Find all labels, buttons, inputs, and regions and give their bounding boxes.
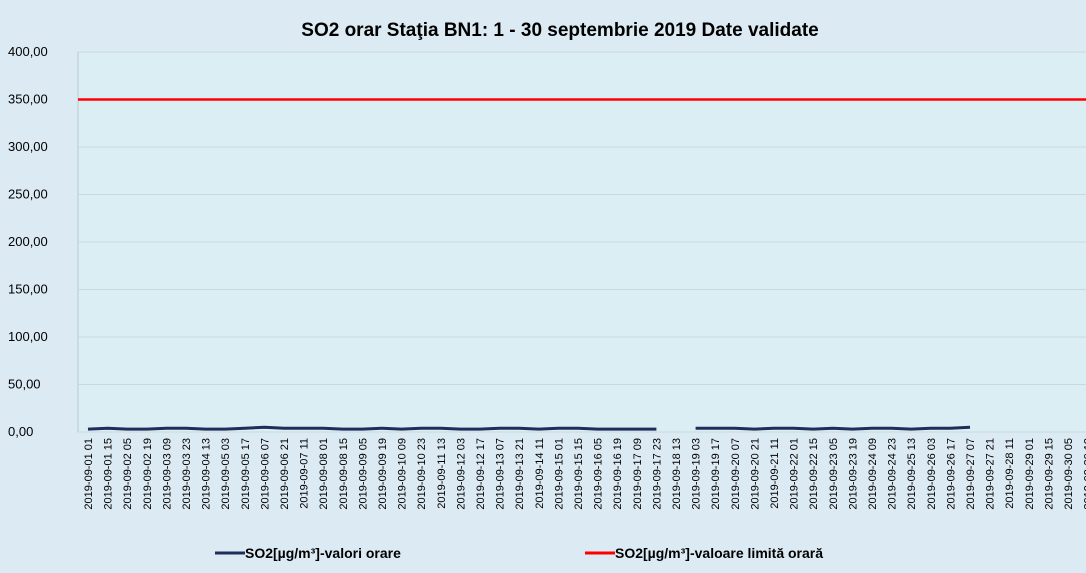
y-tick-label: 0,00: [8, 424, 33, 439]
x-tick-label: 2019-09-20 07: [730, 438, 742, 510]
x-tick-label: 2019-09-10 09: [397, 438, 409, 510]
y-tick-label: 250,00: [8, 187, 48, 202]
y-tick-label: 200,00: [8, 234, 48, 249]
x-tick-label: 2019-09-16 19: [612, 438, 624, 510]
y-tick-label: 150,00: [8, 282, 48, 297]
x-tick-label: 2019-09-19 17: [710, 438, 722, 510]
x-tick-label: 2019-09-03 23: [181, 438, 193, 510]
x-tick-label: 2019-09-26 03: [926, 438, 938, 510]
x-tick-label: 2019-09-09 19: [377, 438, 389, 510]
x-tick-label: 2019-09-06 07: [259, 438, 271, 510]
x-tick-label: 2019-09-27 07: [965, 438, 977, 510]
x-tick-label: 2019-09-11 13: [436, 438, 448, 509]
x-tick-label: 2019-09-06 21: [279, 438, 291, 510]
x-tick-label: 2019-09-23 05: [828, 438, 840, 510]
x-tick-label: 2019-09-20 21: [749, 438, 761, 510]
x-tick-label: 2019-09-08 15: [338, 438, 350, 510]
y-tick-label: 400,00: [8, 44, 48, 59]
x-tick-label: 2019-09-05 03: [220, 438, 232, 510]
x-tick-label: 2019-09-15 15: [573, 438, 585, 510]
x-tick-label: 2019-09-03 09: [161, 438, 173, 510]
x-tick-label: 2019-09-17 23: [651, 438, 663, 510]
x-tick-label: 2019-09-04 13: [201, 438, 213, 510]
x-tick-label: 2019-09-24 09: [867, 438, 879, 510]
x-tick-label: 2019-09-30 05: [1063, 438, 1075, 510]
x-tick-label: 2019-09-17 09: [632, 438, 644, 510]
x-tick-label: 2019-09-16 05: [593, 438, 605, 510]
y-tick-label: 350,00: [8, 92, 48, 107]
x-tick-label: 2019-09-26 17: [945, 438, 957, 510]
legend-label: SO2[µg/m³]-valori orare: [245, 545, 401, 561]
x-tick-label: 2019-09-05 17: [240, 438, 252, 510]
x-tick-label: 2019-09-25 13: [906, 438, 918, 510]
y-tick-label: 50,00: [8, 377, 41, 392]
x-tick-label: 2019-09-10 23: [416, 438, 428, 510]
x-tick-label: 2019-09-23 19: [847, 438, 859, 510]
x-tick-label: 2019-09-12 17: [475, 438, 487, 510]
y-tick-label: 300,00: [8, 139, 48, 154]
x-tick-label: 2019-09-08 01: [318, 438, 330, 510]
x-tick-label: 2019-09-21 11: [769, 438, 781, 509]
x-tick-label: 2019-09-27 21: [985, 438, 997, 510]
x-tick-label: 2019-09-01 15: [103, 438, 115, 510]
x-tick-label: 2019-09-19 03: [691, 438, 703, 510]
x-tick-label: 2019-09-29 01: [1024, 438, 1036, 510]
x-tick-label: 2019-09-13 07: [495, 438, 507, 510]
x-tick-label: 2019-09-14 11: [534, 438, 546, 509]
series-line: [87, 425, 657, 431]
x-tick-label: 2019-09-28 11: [1004, 438, 1016, 509]
x-tick-label: 2019-09-12 03: [455, 438, 467, 510]
chart-title: SO2 orar Staţia BN1: 1 - 30 septembrie 2…: [301, 20, 818, 41]
x-tick-label: 2019-09-18 13: [671, 438, 683, 510]
x-tick-label: 2019-09-22 15: [808, 438, 820, 510]
x-tick-label: 2019-09-22 01: [789, 438, 801, 510]
x-tick-label: 2019-09-02 19: [142, 438, 154, 510]
x-tick-label: 2019-09-02 05: [122, 438, 134, 510]
x-tick-label: 2019-09-29 15: [1043, 438, 1055, 510]
legend-label: SO2[µg/m³]-valoare limită orară: [615, 545, 823, 561]
x-tick-label: 2019-09-24 23: [887, 438, 899, 510]
x-tick-label: 2019-09-09 05: [357, 438, 369, 510]
y-tick-label: 100,00: [8, 329, 48, 344]
x-tick-label: 2019-09-15 01: [553, 438, 565, 510]
x-tick-label: 2019-09-01 01: [83, 438, 95, 510]
series-line: [695, 425, 971, 431]
x-tick-label: 2019-09-30 19: [1083, 438, 1086, 510]
x-tick-label: 2019-09-07 11: [299, 438, 311, 509]
x-tick-label: 2019-09-13 21: [514, 438, 526, 510]
